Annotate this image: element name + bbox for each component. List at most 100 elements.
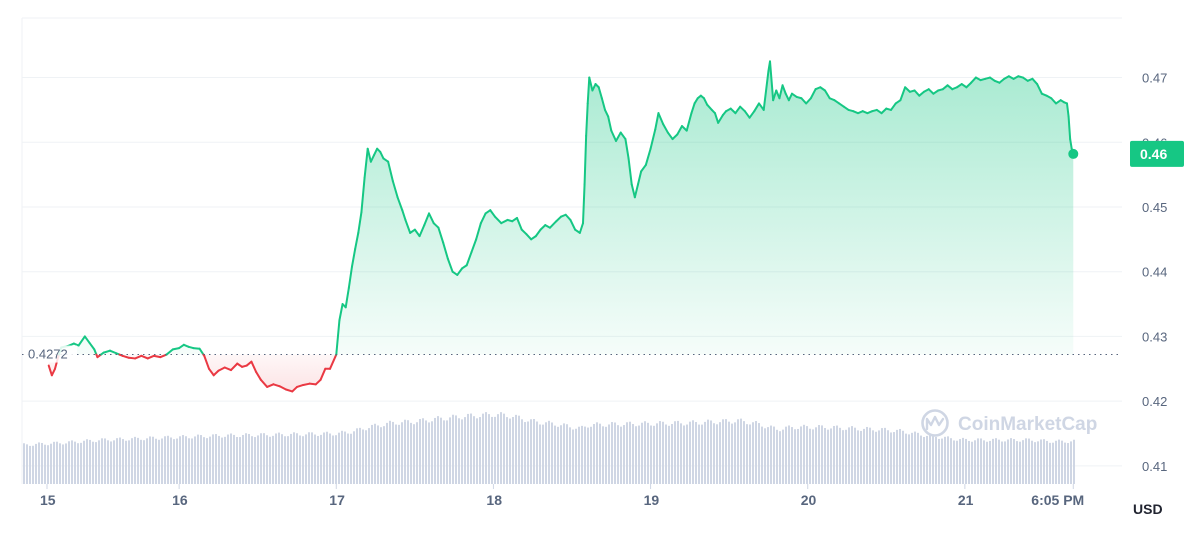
volume-bar xyxy=(707,419,709,484)
volume-bar xyxy=(287,436,289,484)
volume-bar xyxy=(443,420,445,484)
price-segment xyxy=(588,76,594,92)
volume-bar xyxy=(416,422,418,484)
volume-bar xyxy=(617,425,619,484)
volume-bar xyxy=(1070,441,1072,484)
volume-bar xyxy=(50,443,52,484)
volume-bar xyxy=(113,440,115,484)
volume-bar xyxy=(854,427,856,484)
volume-bar xyxy=(239,437,241,484)
x-tick-label: 20 xyxy=(801,492,817,508)
volume-bar xyxy=(998,439,1000,484)
volume-bar xyxy=(671,423,673,484)
volume-bar xyxy=(371,424,373,484)
volume-bar xyxy=(461,419,463,484)
volume-bar xyxy=(248,433,250,484)
volume-bar xyxy=(713,423,715,484)
price-segment xyxy=(223,366,232,372)
price-segment xyxy=(446,257,454,273)
volume-bar xyxy=(236,436,238,484)
volume-bar xyxy=(821,425,823,484)
y-tick-label: 0.44 xyxy=(1142,265,1167,280)
volume-bar xyxy=(320,434,322,484)
volume-bar xyxy=(440,417,442,484)
volume-bar xyxy=(734,422,736,484)
volume-bar xyxy=(530,419,532,484)
volume-bar xyxy=(632,424,634,484)
volume-bar xyxy=(656,423,658,484)
volume-bar xyxy=(158,439,160,484)
current-price-dot[interactable] xyxy=(1068,148,1079,159)
volume-bar xyxy=(908,434,910,484)
volume-bar xyxy=(791,427,793,484)
price-segment xyxy=(809,88,817,100)
volume-bar xyxy=(548,420,550,484)
volume-bar xyxy=(296,433,298,484)
volume-bar xyxy=(464,417,466,484)
price-segment xyxy=(140,354,149,360)
price-segment xyxy=(607,115,613,132)
volume-bar xyxy=(950,438,952,484)
volume-bar xyxy=(737,419,739,484)
volume-bar xyxy=(149,436,151,484)
price-segment xyxy=(308,382,317,386)
volume-bar xyxy=(578,426,580,484)
volume-bar xyxy=(752,422,754,484)
volume-bar xyxy=(860,430,862,484)
price-segment xyxy=(212,369,220,377)
volume-bar xyxy=(392,421,394,484)
volume-bar xyxy=(806,426,808,484)
price-segment xyxy=(465,251,473,267)
price-segment xyxy=(685,112,693,132)
price-segment xyxy=(121,354,130,359)
price-segment xyxy=(637,170,643,186)
current-price-badge[interactable]: 0.46 xyxy=(1130,140,1184,167)
volume-bar xyxy=(905,433,907,484)
volume-bar xyxy=(536,421,538,484)
volume-bar xyxy=(68,441,70,484)
price-segment xyxy=(198,347,205,356)
volume-bar xyxy=(638,425,640,484)
volume-bar xyxy=(1052,442,1054,484)
volume-bar xyxy=(317,435,319,484)
volume-bar xyxy=(800,426,802,484)
volume-bar xyxy=(326,431,328,484)
price-segment xyxy=(671,133,679,141)
volume-bar xyxy=(260,433,262,484)
volume-bar xyxy=(722,419,724,484)
volume-bar xyxy=(833,425,835,484)
price-segment xyxy=(591,83,597,92)
volume-bar xyxy=(395,424,397,484)
volume-bar xyxy=(137,437,139,484)
volume-bar xyxy=(980,438,982,484)
volume-bar xyxy=(1034,442,1036,484)
volume-bar xyxy=(515,414,517,484)
volume-bar xyxy=(941,438,943,484)
volume-bar xyxy=(575,428,577,484)
price-segment xyxy=(534,228,542,238)
volume-bar xyxy=(227,434,229,484)
price-segment xyxy=(714,112,720,124)
price-segment xyxy=(354,231,360,251)
volume-bar xyxy=(497,414,499,484)
volume-bar xyxy=(410,422,412,484)
price-segment xyxy=(470,238,478,254)
volume-bar xyxy=(116,438,118,484)
price-segment xyxy=(102,349,111,354)
volume-bar xyxy=(80,442,82,484)
price-segment xyxy=(676,125,683,136)
volume-bar xyxy=(608,424,610,484)
volume-bar xyxy=(884,427,886,484)
volume-bar xyxy=(539,424,541,484)
volume-bar xyxy=(827,429,829,484)
price-segment xyxy=(564,213,572,221)
price-segment xyxy=(1069,138,1073,150)
volume-bar xyxy=(845,429,847,484)
volume-bar xyxy=(872,430,874,484)
volume-bar xyxy=(182,435,184,484)
price-segment xyxy=(391,180,399,199)
volume-bar xyxy=(458,418,460,484)
price-segment xyxy=(165,348,174,356)
volume-bar xyxy=(923,437,925,484)
